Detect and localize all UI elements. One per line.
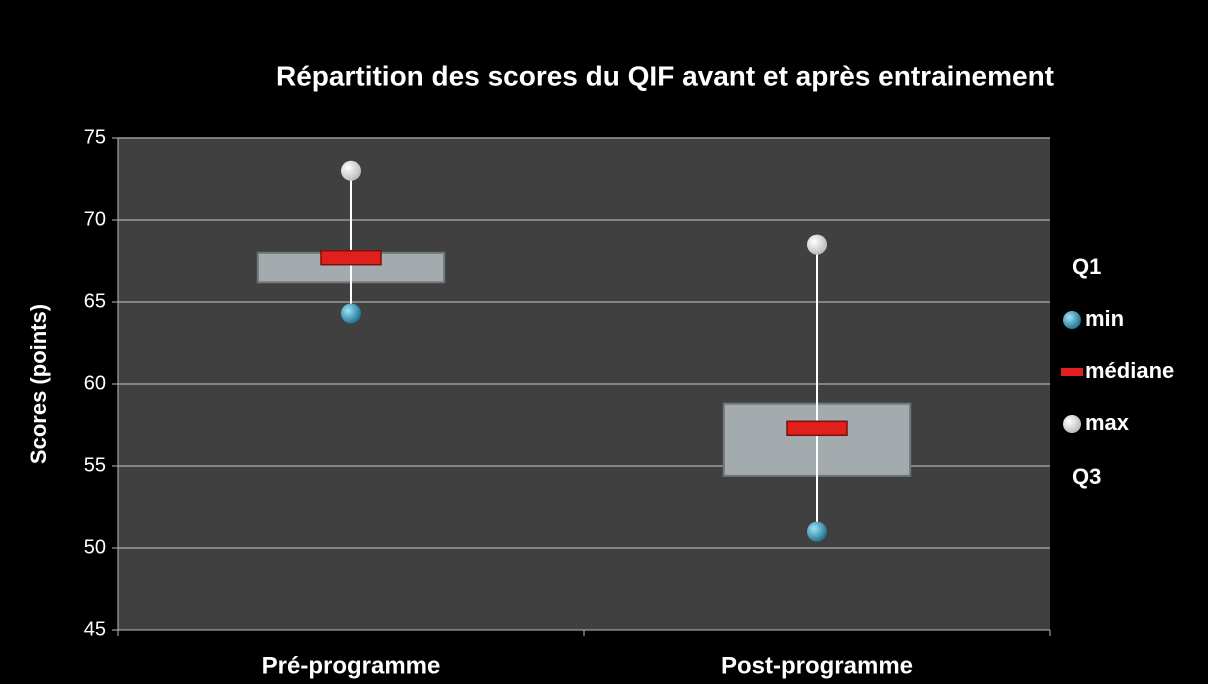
median (320, 249, 382, 266)
x-tick-label: Post-programme (721, 652, 913, 679)
y-tick-label: 45 (84, 618, 106, 640)
y-tick-label: 70 (84, 208, 106, 230)
min-point (341, 303, 361, 324)
y-tick-label: 65 (84, 290, 106, 312)
legend-label: médiane (1085, 358, 1174, 383)
legend-label: Q1 (1072, 254, 1101, 279)
y-axis-label: Scores (points) (26, 304, 51, 464)
legend-label: max (1085, 410, 1130, 435)
y-tick-label: 60 (84, 372, 106, 394)
legend-marker (1061, 368, 1083, 376)
legend-label: Q3 (1072, 464, 1101, 489)
median (786, 420, 848, 437)
y-tick-label: 50 (84, 536, 106, 558)
min-point (807, 521, 827, 542)
y-tick-label: 75 (84, 126, 106, 148)
x-tick-label: Pré-programme (262, 652, 441, 679)
legend-marker (1063, 311, 1081, 329)
chart-title: Répartition des scores du QIF avant et a… (276, 60, 1054, 91)
max-point (807, 234, 827, 255)
legend-marker (1063, 415, 1081, 433)
y-tick-label: 55 (84, 454, 106, 476)
max-point (341, 160, 361, 181)
legend-label: min (1085, 306, 1124, 331)
